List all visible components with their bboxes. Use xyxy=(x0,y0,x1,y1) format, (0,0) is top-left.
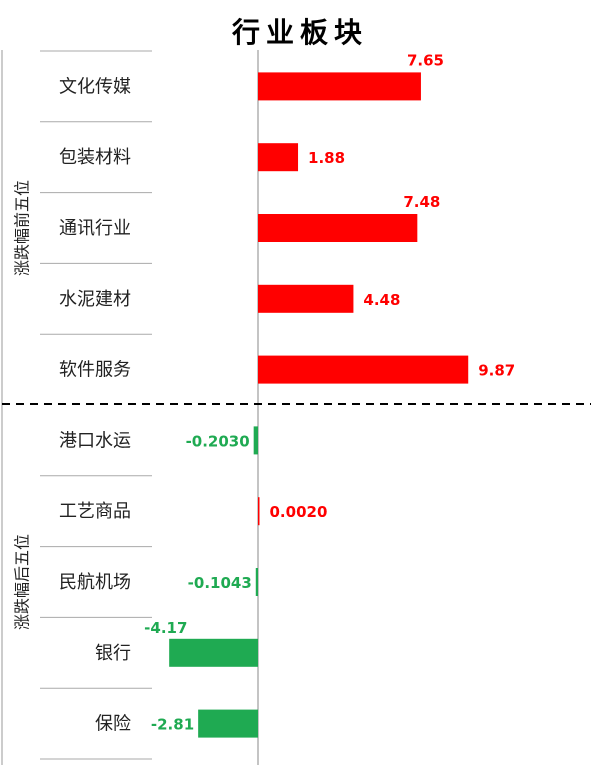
category-label: 民航机场 xyxy=(59,572,131,593)
bar xyxy=(258,143,299,172)
value-label: 1.88 xyxy=(308,149,345,167)
value-label: 4.48 xyxy=(363,291,400,309)
value-label: -0.1043 xyxy=(188,574,252,592)
bar xyxy=(258,72,421,101)
value-label: 7.48 xyxy=(403,193,440,211)
bar xyxy=(169,638,258,667)
bar xyxy=(255,568,258,596)
category-label: 水泥建材 xyxy=(59,289,131,310)
value-label: 7.65 xyxy=(407,51,444,69)
group-label: 涨跌幅前五位 xyxy=(13,180,32,276)
category-label: 软件服务 xyxy=(59,360,131,381)
bar xyxy=(253,426,258,455)
value-label: 9.87 xyxy=(478,362,515,380)
value-label: -0.2030 xyxy=(186,432,250,450)
category-label: 工艺商品 xyxy=(59,501,131,522)
chart-title: 行业板块 xyxy=(231,16,368,49)
category-label: 港口水运 xyxy=(59,430,131,451)
bar xyxy=(258,355,469,384)
category-label: 包装材料 xyxy=(59,147,131,168)
group-label: 涨跌幅后五位 xyxy=(13,534,32,630)
bar xyxy=(258,497,260,526)
bar xyxy=(258,284,354,313)
value-label: 0.0020 xyxy=(270,503,328,521)
bar xyxy=(258,214,418,242)
value-label: -4.17 xyxy=(144,619,187,637)
category-label: 银行 xyxy=(95,643,131,664)
bar xyxy=(198,709,258,738)
value-label: -2.81 xyxy=(151,716,194,734)
category-label: 保险 xyxy=(95,714,131,735)
category-label: 通讯行业 xyxy=(59,218,131,239)
category-label: 文化传媒 xyxy=(59,76,131,97)
